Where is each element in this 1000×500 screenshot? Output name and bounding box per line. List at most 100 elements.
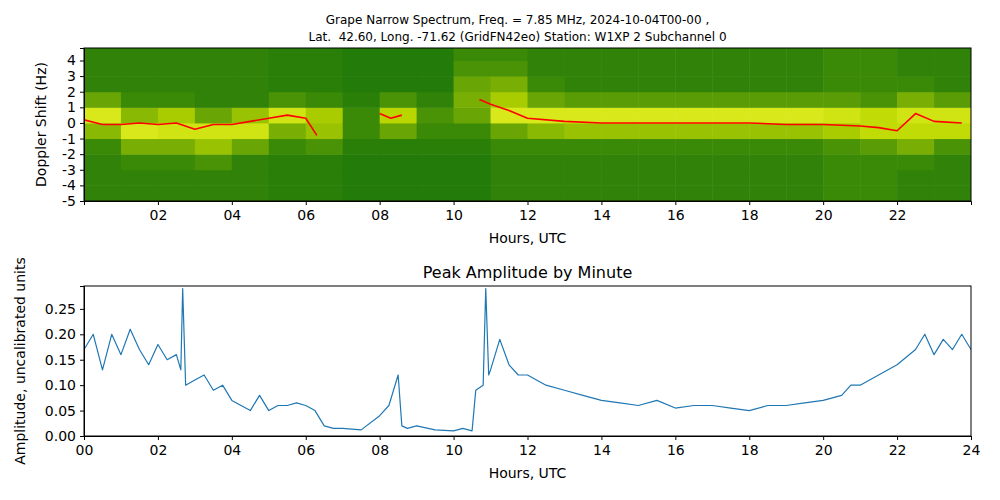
heatmap-cell bbox=[343, 92, 380, 108]
y-tick: 3 bbox=[67, 68, 84, 84]
x-tick: 06 bbox=[297, 436, 315, 458]
heatmap-cell bbox=[749, 185, 786, 201]
heatmap-cell bbox=[564, 185, 601, 201]
x-tick-mark bbox=[749, 201, 750, 205]
heatmap-cell bbox=[786, 92, 823, 108]
heatmap-cell bbox=[454, 76, 491, 92]
heatmap-cell bbox=[675, 185, 712, 201]
heatmap-cell bbox=[601, 92, 638, 108]
y-tick: 0.05 bbox=[45, 403, 84, 419]
heatmap-cell bbox=[675, 92, 712, 108]
heatmap-cell bbox=[195, 60, 232, 76]
x-tick-mark bbox=[897, 201, 898, 205]
heatmap-cell bbox=[84, 123, 121, 139]
heatmap-cell bbox=[269, 154, 306, 170]
y-tick-label: -5 bbox=[62, 193, 76, 209]
y-tick-label: 0.00 bbox=[45, 428, 76, 444]
heatmap-cell bbox=[934, 60, 971, 76]
heatmap-cell bbox=[269, 185, 306, 201]
y-tick-mark bbox=[80, 139, 84, 140]
heatmap-cell bbox=[934, 170, 971, 186]
heatmap-cell bbox=[121, 123, 158, 139]
heatmap-cell bbox=[638, 60, 675, 76]
heatmap-cell bbox=[934, 123, 971, 139]
heatmap-cell bbox=[638, 139, 675, 155]
heatmap-cell bbox=[158, 139, 195, 155]
heatmap-cell bbox=[638, 154, 675, 170]
y-tick: -1 bbox=[62, 131, 84, 147]
heatmap-cell bbox=[306, 154, 343, 170]
y-tick: 0.25 bbox=[45, 301, 84, 317]
heatmap-cell bbox=[195, 185, 232, 201]
heatmap-cell bbox=[528, 170, 565, 186]
heatmap-cell bbox=[823, 107, 860, 123]
x-tick-mark bbox=[380, 436, 381, 440]
heatmap-cell bbox=[417, 76, 454, 92]
y-tick-mark bbox=[80, 107, 84, 108]
x-tick-mark bbox=[601, 201, 602, 205]
heatmap-cell bbox=[675, 123, 712, 139]
heatmap-cell bbox=[232, 123, 269, 139]
heatmap-cell bbox=[823, 170, 860, 186]
heatmap-cell bbox=[84, 185, 121, 201]
y-tick: 1 bbox=[67, 99, 84, 115]
y-tick-mark bbox=[80, 385, 84, 386]
heatmap-cell bbox=[417, 107, 454, 123]
heatmap-cell bbox=[454, 48, 491, 61]
x-axis-line bbox=[85, 202, 972, 206]
x-tick: 12 bbox=[519, 201, 537, 223]
heatmap-cell bbox=[380, 154, 417, 170]
heatmap-cell bbox=[860, 76, 897, 92]
heatmap-cell bbox=[454, 123, 491, 139]
heatmap-cell bbox=[491, 185, 528, 201]
x-tick-label: 22 bbox=[889, 442, 907, 458]
heatmap-cell bbox=[380, 185, 417, 201]
heatmap-cell bbox=[601, 139, 638, 155]
x-tick: 08 bbox=[371, 201, 389, 223]
x-tick-label: 14 bbox=[593, 442, 611, 458]
x-tick: 16 bbox=[667, 201, 685, 223]
heatmap-cell bbox=[564, 92, 601, 108]
heatmap-cell bbox=[638, 123, 675, 139]
x-tick-mark bbox=[823, 201, 824, 205]
heatmap-cell bbox=[195, 123, 232, 139]
y-tick-mark bbox=[80, 201, 84, 202]
y-tick-label: 0.05 bbox=[45, 403, 76, 419]
heatmap-cell bbox=[860, 123, 897, 139]
heatmap-cell bbox=[380, 139, 417, 155]
heatmap-cell bbox=[417, 92, 454, 108]
y-tick-label: -3 bbox=[62, 162, 76, 178]
heatmap-cell bbox=[823, 139, 860, 155]
heatmap-cell bbox=[417, 60, 454, 76]
heatmap-cell bbox=[417, 123, 454, 139]
x-tick-mark bbox=[675, 201, 676, 205]
y-tick-label: 0 bbox=[67, 115, 76, 131]
heatmap-cell bbox=[84, 170, 121, 186]
heatmap-cell bbox=[84, 60, 121, 76]
heatmap-cell bbox=[564, 123, 601, 139]
y-tick-mark bbox=[80, 436, 84, 437]
heatmap-cell bbox=[380, 48, 417, 61]
x-tick: 02 bbox=[150, 201, 168, 223]
heatmap-cell bbox=[712, 139, 749, 155]
y-tick-mark bbox=[80, 185, 84, 186]
heatmap-cell bbox=[84, 48, 121, 61]
y-tick: 0.10 bbox=[45, 377, 84, 393]
x-tick-label: 14 bbox=[593, 207, 611, 223]
heatmap-cell bbox=[897, 48, 934, 61]
heatmap-cell bbox=[121, 92, 158, 108]
heatmap-cell bbox=[786, 185, 823, 201]
y-tick-mark bbox=[80, 76, 84, 77]
heatmap-cell bbox=[306, 139, 343, 155]
y-tick-label: -2 bbox=[62, 146, 76, 162]
heatmap-cell bbox=[158, 92, 195, 108]
y-tick: -3 bbox=[62, 162, 84, 178]
heatmap-cell bbox=[823, 76, 860, 92]
heatmap-cell bbox=[454, 170, 491, 186]
heatmap-cell bbox=[897, 185, 934, 201]
y-tick-label: 0.20 bbox=[45, 326, 76, 342]
heatmap-cell bbox=[564, 48, 601, 61]
x-tick-mark bbox=[158, 201, 159, 205]
heatmap-cell bbox=[195, 107, 232, 123]
y-tick-mark bbox=[80, 334, 84, 335]
